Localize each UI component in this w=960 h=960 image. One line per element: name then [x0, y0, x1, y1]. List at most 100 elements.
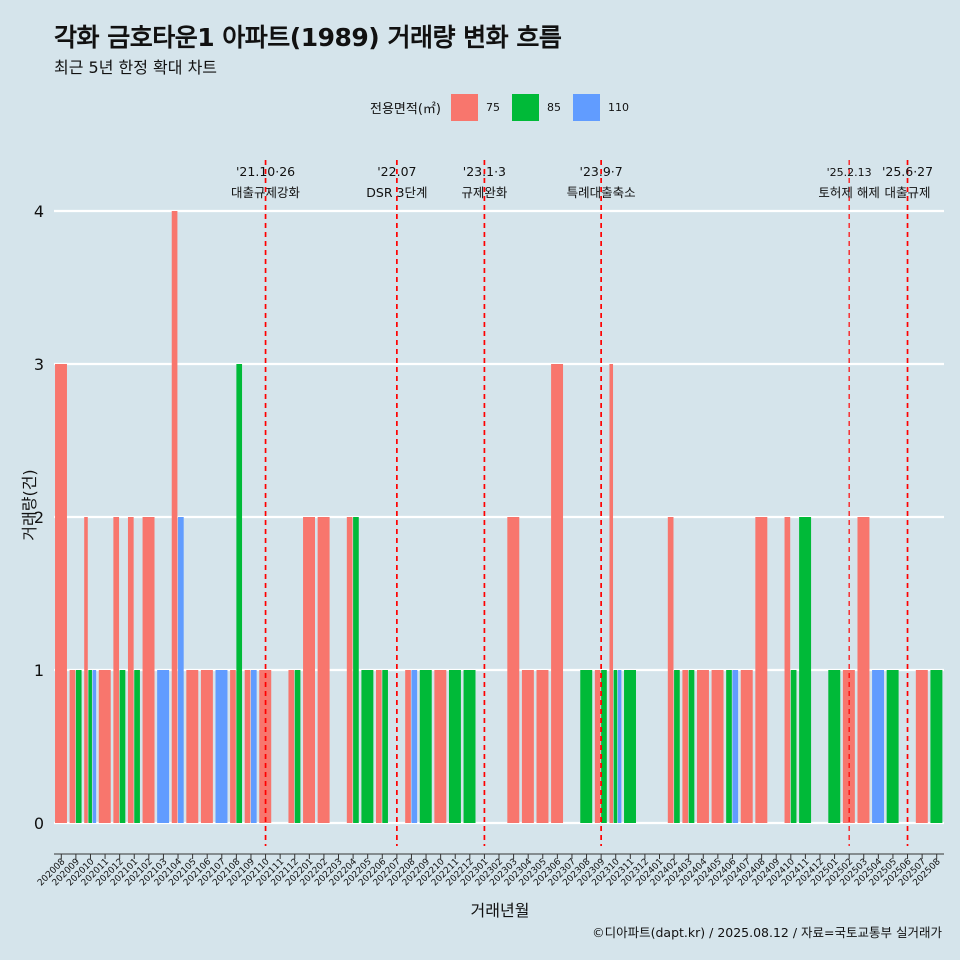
event-label-0: 대출규제강화 [231, 185, 301, 200]
bar-202208-75 [405, 670, 411, 823]
y-axis-label: 거래량(건) [20, 469, 39, 541]
bar-202103-110 [157, 670, 170, 823]
event-label-2: 규제완화 [461, 185, 508, 200]
bar-202204-75 [346, 517, 353, 823]
bar-202311-85 [624, 670, 636, 823]
bar-202507-75 [915, 670, 928, 823]
bar-202403-75 [682, 670, 689, 823]
bar-202310-110 [617, 670, 622, 823]
bar-202101-75 [127, 517, 134, 823]
bar-202211-85 [448, 670, 461, 823]
y-tick-label-4: 4 [34, 202, 44, 221]
bar-202204-85 [353, 517, 359, 823]
y-tick-label-3: 3 [34, 355, 44, 374]
event-label-1: DSR 3단계 [366, 185, 427, 200]
bar-202405-75 [711, 670, 724, 823]
event-label-3: 특례대출축소 [567, 185, 636, 200]
bar-202212-85 [463, 670, 476, 823]
bar-202403-85 [688, 670, 695, 823]
bar-202201-75 [303, 517, 315, 823]
bar-202010-85 [88, 670, 92, 823]
event-label-4: 토허제 해제 [818, 185, 879, 200]
bar-202206-85 [382, 670, 388, 823]
bar-202205-85 [361, 670, 374, 823]
bar-202410-85 [790, 670, 797, 823]
bar-202404-75 [696, 670, 709, 823]
bar-202101-85 [134, 670, 140, 823]
bar-202308-85 [580, 670, 593, 823]
bar-202107-110 [215, 670, 228, 823]
legend-label-75: 75 [485, 100, 500, 114]
legend-item-110: 110 [572, 93, 629, 121]
bar-202310-85 [613, 670, 618, 823]
bar-202202-75 [317, 517, 330, 823]
legend-item-75: 75 [450, 93, 506, 121]
event-date-5: '25.6·27 [882, 164, 933, 179]
y-tick-label-1: 1 [34, 661, 44, 680]
y-tick-label-0: 0 [34, 814, 44, 833]
bar-202106-75 [200, 670, 213, 823]
bar-202109-110 [250, 670, 257, 823]
bar-202108-75 [230, 670, 236, 823]
bar-202108-85 [236, 364, 243, 823]
bar-202309-85 [601, 670, 607, 823]
bar-202504-110 [872, 670, 885, 823]
bar-202208-110 [411, 670, 418, 823]
chart-title: 각화 금호타운1 아파트(1989) 거래량 변화 흐름 [54, 23, 562, 52]
bar-202508-85 [930, 670, 943, 823]
legend-label-85: 85 [546, 100, 561, 114]
bar-202012-85 [119, 670, 126, 823]
event-date-3: '23.9·7 [580, 164, 623, 179]
legend-label-110: 110 [607, 100, 629, 114]
bar-202402-85 [674, 670, 680, 823]
bar-202503-75 [857, 517, 870, 823]
bar-202501-85 [828, 670, 841, 823]
bar-202303-75 [507, 517, 520, 823]
bar-202505-85 [886, 670, 899, 823]
bar-202305-75 [536, 670, 549, 823]
bar-202406-85 [726, 670, 732, 823]
bar-202010-110 [92, 670, 97, 823]
bar-202104-110 [178, 517, 184, 823]
bar-202206-75 [376, 670, 382, 823]
bar-202109-75 [244, 670, 251, 823]
event-date-1: '22.07 [377, 164, 416, 179]
bar-202009-85 [75, 670, 82, 823]
bar-202407-75 [740, 670, 753, 823]
bar-202411-85 [799, 517, 812, 823]
bar-202011-75 [98, 670, 111, 823]
bar-202306-75 [551, 364, 564, 823]
legend-swatch-75 [450, 93, 478, 121]
bar-202105-75 [186, 670, 199, 823]
bar-202009-75 [69, 670, 76, 823]
event-date-4: '25.2.13 [827, 166, 872, 179]
bar-202112-85 [294, 670, 301, 823]
bar-202012-75 [113, 517, 120, 823]
bar-202210-75 [434, 670, 447, 823]
bar-202010-75 [84, 517, 88, 823]
bar-202406-110 [732, 670, 739, 823]
bar-202008-75 [55, 364, 67, 823]
event-date-0: '21.10·26 [236, 164, 295, 179]
legend-swatch-110 [572, 93, 600, 121]
bar-202112-75 [288, 670, 295, 823]
legend-item-85: 85 [511, 93, 567, 121]
bar-202309-75 [594, 670, 601, 823]
legend-title: 전용면적(㎡) [370, 101, 441, 117]
event-label-5: 대출규제 [885, 185, 931, 200]
event-date-2: '23.1·3 [463, 164, 506, 179]
bar-202410-75 [784, 517, 791, 823]
x-axis-label: 거래년월 [470, 901, 530, 920]
bar-202209-85 [419, 670, 432, 823]
bar-202310-75 [609, 364, 614, 823]
source-caption: ©디아파트(dapt.kr) / 2025.08.12 / 자료=국토교통부 실… [592, 925, 942, 940]
bar-202104-75 [171, 211, 178, 823]
legend: 전용면적(㎡) 75 85 110 [370, 93, 635, 121]
y-tick-label-2: 2 [34, 508, 44, 527]
bar-202304-75 [521, 670, 534, 823]
bar-202102-75 [142, 517, 155, 823]
bar-202402-75 [667, 517, 674, 823]
bar-202408-75 [755, 517, 768, 823]
legend-swatch-85 [511, 93, 539, 121]
